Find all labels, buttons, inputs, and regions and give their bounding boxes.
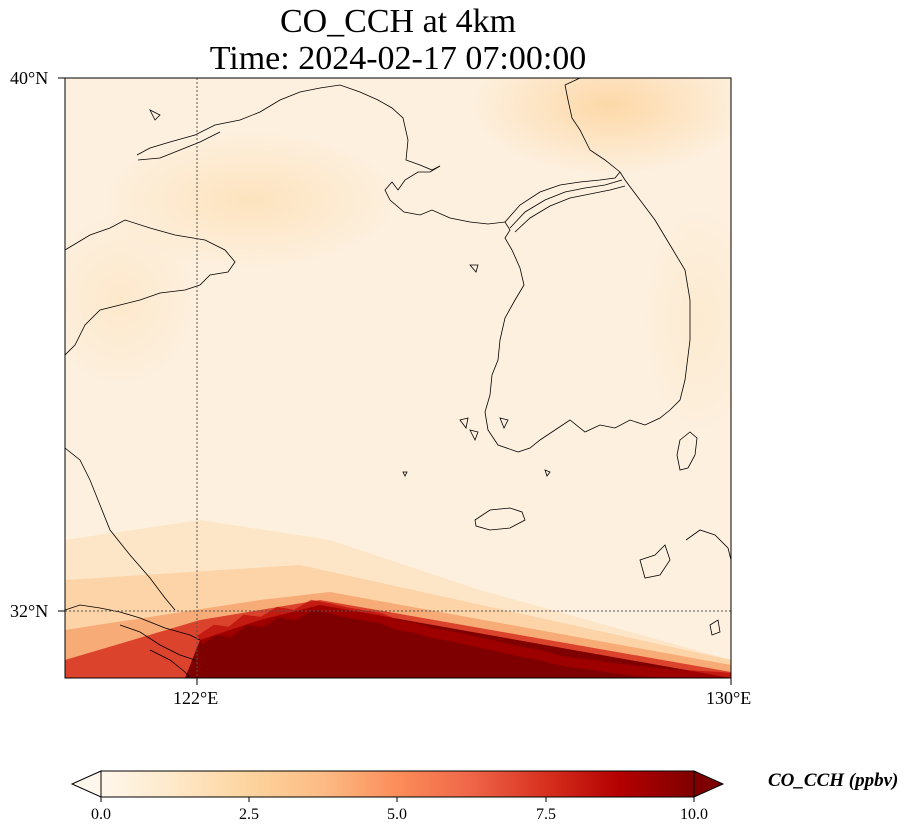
lat-tick-label: 32°N: [10, 601, 49, 621]
coastlines: [65, 78, 731, 678]
colorbar-max-extension: [693, 770, 725, 798]
colorbar-tick-label: 10.0: [680, 806, 708, 823]
chart-subtitle: Time: 2024-02-17 07:00:00: [209, 40, 587, 77]
gridlines: [65, 78, 731, 678]
lat-tick-label: 40°N: [10, 68, 49, 88]
map-frame: [64, 77, 732, 679]
colorbar-label: CO_CCH (ppbv): [768, 770, 899, 791]
colorbar-tick-label: 2.5: [239, 806, 259, 823]
colorbar: [70, 770, 725, 802]
colorbar-tick-label: 0.0: [91, 806, 111, 823]
lon-tick-label: 130°E: [706, 688, 752, 708]
chart-title: CO_CCH at 4km: [279, 3, 517, 40]
lon-tick-label: 122°E: [173, 688, 219, 708]
colorbar-tick-label: 5.0: [387, 806, 407, 823]
colorbar-min-extension: [70, 770, 102, 798]
axis-tick-marks: [58, 77, 732, 685]
colorbar-tick-label: 7.5: [536, 806, 556, 823]
concentration-field: [65, 78, 731, 678]
